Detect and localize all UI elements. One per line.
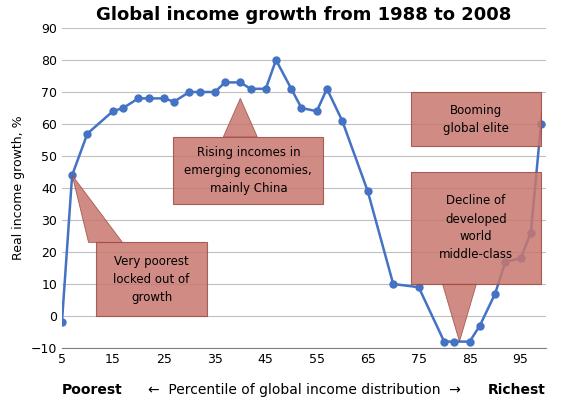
Text: Richest: Richest [488,383,546,397]
Y-axis label: Real income growth, %: Real income growth, % [12,116,25,260]
Polygon shape [224,98,257,137]
FancyBboxPatch shape [410,92,541,146]
FancyBboxPatch shape [96,242,207,316]
Text: Rising incomes in
emerging economies,
mainly China: Rising incomes in emerging economies, ma… [185,146,312,195]
Polygon shape [72,175,123,242]
Text: ←  Percentile of global income distribution  →: ← Percentile of global income distributi… [148,383,461,397]
Text: Very poorest
locked out of
growth: Very poorest locked out of growth [113,255,190,304]
Text: Poorest: Poorest [62,383,123,397]
Text: Decline of
developed
world
middle-class: Decline of developed world middle-class [439,194,513,262]
FancyBboxPatch shape [410,172,541,284]
Title: Global income growth from 1988 to 2008: Global income growth from 1988 to 2008 [96,6,512,24]
FancyBboxPatch shape [173,137,323,204]
Polygon shape [443,284,476,342]
Text: Booming
global elite: Booming global elite [443,104,509,135]
